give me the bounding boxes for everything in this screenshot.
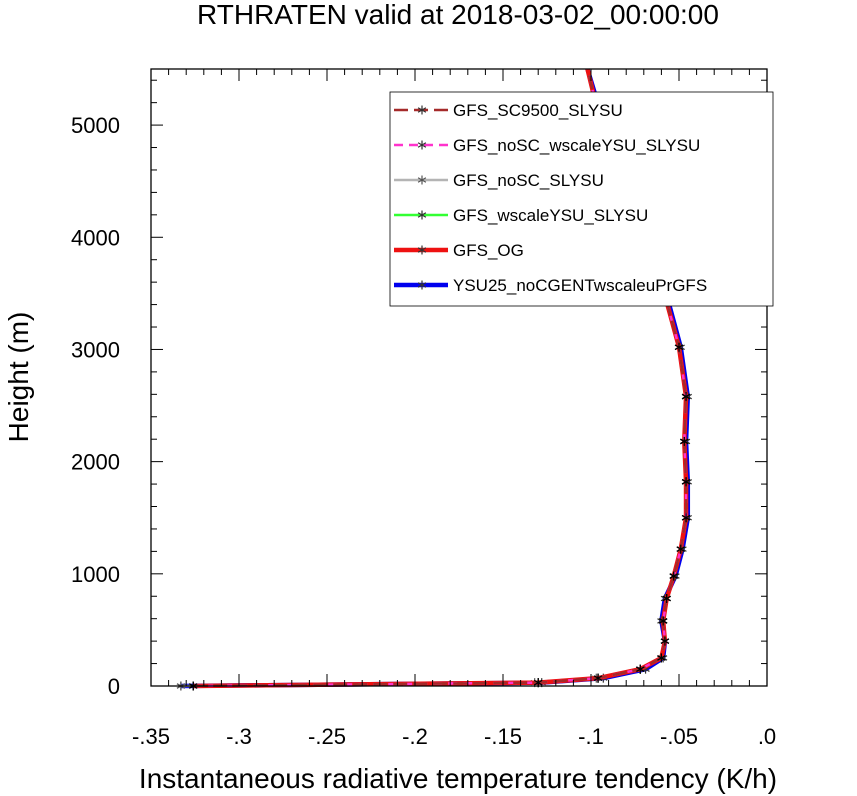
data-point xyxy=(593,673,603,683)
legend-marker xyxy=(417,140,427,150)
x-tick-label: -.35 xyxy=(132,724,170,749)
x-tick-labels: -.35 -.3 -.25 -.2 -.15 -.1 -.05 .0 xyxy=(132,724,776,749)
y-tick-label: 5000 xyxy=(71,113,120,138)
legend-marker xyxy=(417,210,427,220)
x-tick-label: .0 xyxy=(758,724,776,749)
data-point xyxy=(662,593,671,603)
y-tick-label: 1000 xyxy=(71,562,120,587)
legend-marker xyxy=(417,175,427,185)
ticks-layer xyxy=(150,69,768,687)
legend-item: GFS_SC9500_SLYSU xyxy=(394,101,623,120)
legend-label: GFS_noSC_SLYSU xyxy=(453,171,604,190)
legend-item: GFS_noSC_SLYSU xyxy=(394,171,604,190)
legend-label: GFS_OG xyxy=(453,241,524,260)
legend-label: GFS_wscaleYSU_SLYSU xyxy=(453,206,648,225)
data-point xyxy=(680,436,689,446)
y-tick-label: 0 xyxy=(108,674,120,699)
y-axis-label: Height (m) xyxy=(3,312,34,443)
x-tick-label: -.2 xyxy=(402,724,428,749)
legend: GFS_SC9500_SLYSU GFS_noSC_wscaleYSU_SLYSU… xyxy=(389,91,774,307)
legend-item: GFS_wscaleYSU_SLYSU xyxy=(394,206,648,225)
y-tick-label: 3000 xyxy=(71,337,120,362)
x-tick-label: -.05 xyxy=(660,724,698,749)
legend-item: GFS_noSC_wscaleYSU_SLYSU xyxy=(394,136,700,155)
legend-marker xyxy=(417,245,427,255)
data-point xyxy=(660,636,670,646)
legend-items: GFS_SC9500_SLYSU GFS_noSC_wscaleYSU_SLYSU… xyxy=(394,101,707,295)
x-tick-label: -.3 xyxy=(226,724,252,749)
legend-marker xyxy=(417,280,427,290)
legend-label: GFS_SC9500_SLYSU xyxy=(453,101,623,120)
x-axis-label: Instantaneous radiative temperature tend… xyxy=(139,763,777,794)
legend-item: YSU25_noCGENTwscaleuPrGFS xyxy=(394,276,707,295)
y-tick-label: 4000 xyxy=(71,225,120,250)
data-point xyxy=(676,544,685,554)
data-point xyxy=(674,342,684,352)
legend-label: GFS_noSC_wscaleYSU_SLYSU xyxy=(453,136,700,155)
legend-marker xyxy=(417,105,427,115)
data-point xyxy=(657,653,666,663)
legend-label: YSU25_noCGENTwscaleuPrGFS xyxy=(453,276,707,295)
legend-item: GFS_OG xyxy=(394,241,524,260)
x-tick-label: -.1 xyxy=(578,724,604,749)
x-tick-label: -.25 xyxy=(308,724,346,749)
data-point xyxy=(681,513,691,523)
y-tick-label: 2000 xyxy=(71,450,120,475)
data-point xyxy=(636,664,645,674)
data-point xyxy=(658,616,668,626)
x-tick-label: -.15 xyxy=(484,724,522,749)
legend-box xyxy=(389,91,774,307)
data-point xyxy=(681,392,691,402)
plot-frame xyxy=(150,68,768,687)
chart-title: RTHRATEN valid at 2018-03-02_00:00:00 xyxy=(197,0,719,30)
data-point xyxy=(681,477,691,487)
y-tick-labels: 0 1000 2000 3000 4000 5000 xyxy=(71,113,120,699)
data-point xyxy=(669,571,678,581)
